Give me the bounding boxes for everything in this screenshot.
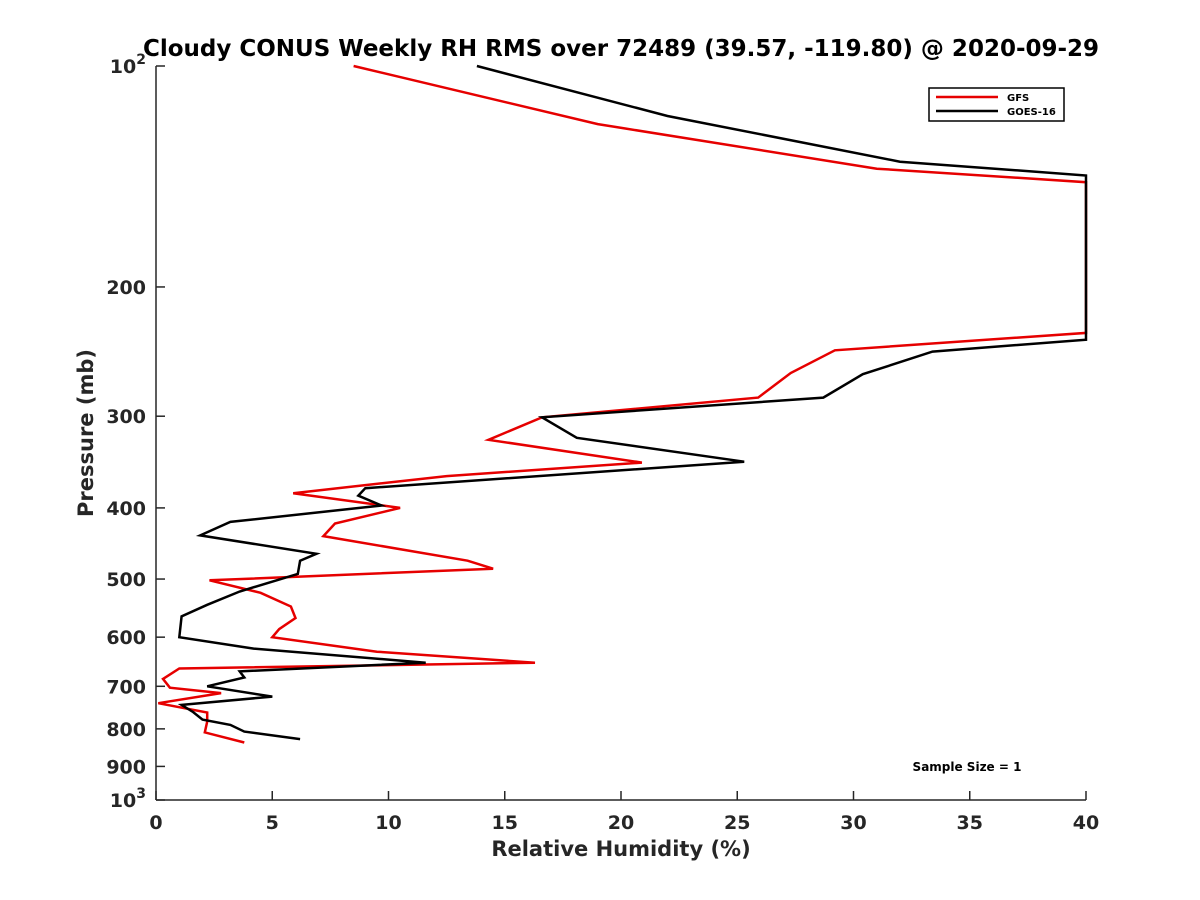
y-tick-label: 900 xyxy=(106,756,146,778)
legend-label-gfs: GFS xyxy=(1007,93,1029,104)
plot-area xyxy=(155,64,1088,801)
y-tick-label: 600 xyxy=(106,627,146,649)
x-axis-ticks: 0 5 10 15 20 25 30 35 40 xyxy=(149,791,1099,834)
y-tick-label: 102 xyxy=(110,52,146,78)
series-line-gfs xyxy=(158,64,1088,744)
y-tick-label: 103 xyxy=(110,786,146,812)
y-tick-label: 800 xyxy=(106,719,146,741)
x-tick-label: 40 xyxy=(1073,812,1099,834)
x-tick-label: 10 xyxy=(375,812,401,834)
x-tick-label: 0 xyxy=(149,812,162,834)
y-axis-ticks: 102 200 300 400 500 600 700 800 900 103 xyxy=(106,52,165,812)
y-tick-label: 500 xyxy=(106,569,146,591)
legend-box xyxy=(928,87,1065,122)
plot-background xyxy=(156,66,1086,800)
series-layer xyxy=(158,64,1088,744)
x-tick-label: 15 xyxy=(492,812,518,834)
legend-label-goes-16: GOES-16 xyxy=(1007,107,1056,118)
chart-title: Cloudy CONUS Weekly RH RMS over 72489 (3… xyxy=(143,36,1099,62)
sample-size-annotation: Sample Size = 1 xyxy=(913,760,1022,774)
y-tick-label: 200 xyxy=(106,277,146,299)
x-axis-label: Relative Humidity (%) xyxy=(491,837,750,861)
x-tick-label: 5 xyxy=(266,812,279,834)
y-tick-label: 700 xyxy=(106,676,146,698)
y-axis-label: Pressure (mb) xyxy=(74,349,98,517)
x-tick-label: 30 xyxy=(840,812,866,834)
y-tick-label: 300 xyxy=(106,406,146,428)
y-tick-label: 400 xyxy=(106,498,146,520)
x-tick-label: 35 xyxy=(957,812,983,834)
legend: GFS GOES-16 xyxy=(928,87,1065,122)
x-tick-label: 25 xyxy=(724,812,750,834)
x-tick-label: 20 xyxy=(608,812,634,834)
series-line-goes-16 xyxy=(177,64,1088,741)
